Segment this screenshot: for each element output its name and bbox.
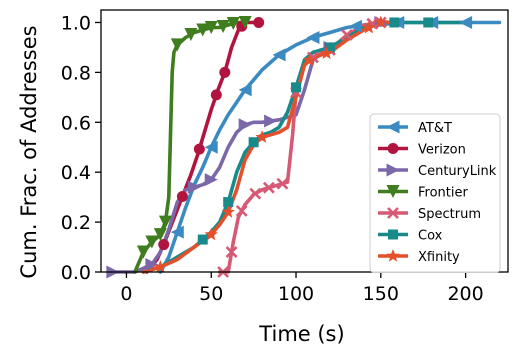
x-tick-label: 100 (278, 283, 314, 305)
y-tick-label: 0.8 (61, 62, 91, 84)
legend-marker-atandt (386, 120, 400, 134)
data-point-cox (423, 17, 434, 28)
data-point-xfinity (302, 53, 317, 67)
data-point-frontier (136, 245, 150, 259)
data-point-cox (389, 17, 400, 28)
data-point-centurylink (264, 114, 278, 128)
data-point-atandt (204, 140, 218, 154)
axes: 0 50 100 150 200 0.0 0.2 0.4 0.6 0.8 1.0 (61, 9, 509, 305)
data-point-spectrum (225, 246, 238, 258)
series-line-centurylink (111, 20, 400, 274)
data-point-xfinity (319, 46, 334, 60)
data-point-frontier (184, 27, 198, 41)
y-tick-label: 0.0 (61, 262, 91, 284)
data-point-atandt (459, 15, 473, 29)
data-point-centurylink (145, 258, 159, 272)
data-point-spectrum (262, 181, 275, 194)
data-point-frontier (153, 228, 167, 242)
x-axis-title: Time (s) (258, 322, 344, 346)
plot-frame (100, 9, 509, 273)
data-point-xfinity (362, 20, 376, 34)
legend-marker-frontier (386, 185, 400, 198)
data-point-xfinity (255, 130, 269, 143)
y-tick-label: 1.0 (61, 12, 91, 34)
data-point-atandt (238, 83, 252, 97)
data-point-frontier (170, 38, 184, 52)
data-point-frontier (158, 215, 172, 229)
data-point-verizon (210, 89, 222, 101)
data-point-spectrum (340, 29, 353, 41)
legend-marker-xfinity (386, 249, 400, 262)
x-tick-label: 0 (120, 283, 132, 305)
series-line-spectrum (217, 20, 383, 274)
data-point-frontier (145, 235, 159, 249)
data-point-spectrum (249, 187, 262, 200)
y-tick-label: 0.2 (61, 212, 91, 234)
legend: AT&T Verizon CenturyLink Frontier Spectrum Co… (369, 113, 501, 273)
data-point-verizon (193, 143, 205, 155)
y-tick-label: 0.4 (61, 162, 91, 184)
data-point-frontier (238, 15, 252, 29)
data-point-cox (197, 234, 208, 245)
data-point-verizon (253, 16, 265, 28)
legend-label-spectrum: Spectrum (418, 207, 481, 222)
data-point-atandt (272, 48, 286, 62)
x-tick-label: 200 (447, 283, 483, 305)
data-point-centurylink (187, 180, 201, 194)
data-point-cox (223, 197, 234, 208)
y-tick-label: 0.6 (61, 112, 91, 134)
plot-markers (106, 15, 473, 279)
data-point-spectrum (276, 177, 289, 190)
data-point-frontier (204, 20, 218, 34)
data-point-atandt (170, 225, 184, 239)
legend-label-centurylink: CenturyLink (418, 164, 497, 179)
data-point-verizon (219, 66, 231, 78)
data-point-cox (291, 82, 302, 93)
legend-label-atandt: AT&T (418, 121, 452, 136)
data-point-verizon (158, 239, 170, 251)
x-tick-label: 150 (363, 283, 399, 305)
data-point-cox (248, 137, 259, 148)
data-point-spectrum (235, 204, 248, 217)
data-point-centurylink (204, 173, 218, 187)
legend-marker-centurylink (386, 163, 400, 177)
legend-marker-cox (388, 229, 398, 240)
data-point-xfinity (221, 205, 235, 218)
y-axis-title: Cum. Frac. of Addresses (17, 25, 41, 278)
data-point-frontier (226, 16, 240, 30)
x-tick-label: 50 (199, 283, 223, 305)
legend-marker-verizon (387, 143, 399, 154)
data-point-atandt (306, 30, 320, 44)
data-point-xfinity (374, 15, 388, 29)
data-point-cox (324, 42, 335, 53)
legend-marker-spectrum (387, 207, 399, 219)
legend-label-cox: Cox (418, 229, 443, 244)
data-point-xfinity (153, 260, 167, 273)
data-point-atandt (348, 19, 362, 33)
data-point-xfinity (204, 227, 218, 241)
legend-label-verizon: Verizon (418, 143, 466, 158)
data-point-frontier (216, 19, 230, 33)
legend-label-xfinity: Xfinity (418, 250, 460, 265)
data-point-frontier (196, 23, 210, 37)
data-point-verizon (176, 191, 188, 203)
data-point-centurylink (238, 118, 252, 132)
legend-label-frontier: Frontier (418, 186, 468, 201)
